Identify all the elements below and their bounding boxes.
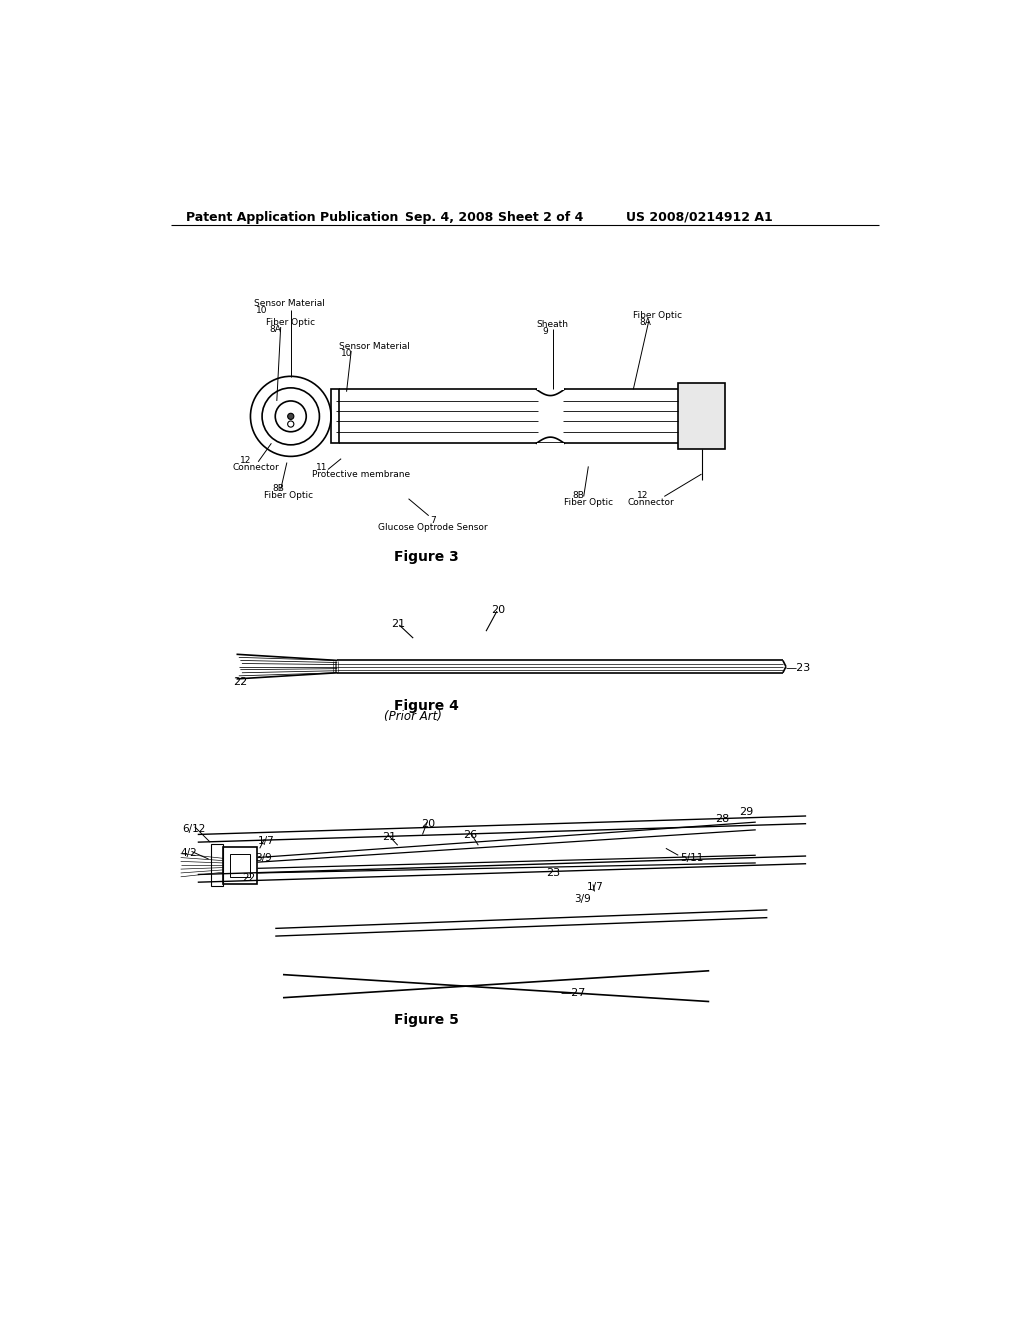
Text: 3/9: 3/9 bbox=[255, 853, 271, 863]
Text: Figure 3: Figure 3 bbox=[394, 549, 459, 564]
Text: —27: —27 bbox=[560, 989, 586, 998]
Bar bbox=[678, 383, 725, 449]
Bar bbox=[230, 854, 251, 876]
Text: 22: 22 bbox=[243, 873, 256, 883]
Bar bbox=[331, 389, 339, 444]
Text: Glucose Optrode Sensor: Glucose Optrode Sensor bbox=[378, 524, 488, 532]
Bar bbox=[538, 383, 563, 391]
Text: 8B: 8B bbox=[572, 491, 585, 500]
Text: Sheath: Sheath bbox=[537, 321, 568, 329]
Text: US 2008/0214912 A1: US 2008/0214912 A1 bbox=[626, 211, 772, 224]
Text: 7: 7 bbox=[430, 516, 436, 525]
Text: Patent Application Publication: Patent Application Publication bbox=[186, 211, 398, 224]
Text: 8B: 8B bbox=[272, 484, 284, 494]
Text: 1/7: 1/7 bbox=[258, 836, 275, 846]
Text: 20: 20 bbox=[490, 605, 505, 615]
Text: 9: 9 bbox=[543, 327, 549, 337]
Text: 5/11: 5/11 bbox=[680, 853, 703, 863]
Text: 21: 21 bbox=[382, 832, 396, 842]
Text: Figure 5: Figure 5 bbox=[394, 1014, 459, 1027]
Text: 3/9: 3/9 bbox=[574, 894, 591, 904]
Text: —23: —23 bbox=[785, 663, 810, 673]
Text: 6/12: 6/12 bbox=[182, 824, 206, 834]
Text: 22: 22 bbox=[232, 677, 247, 688]
Text: 1/7: 1/7 bbox=[587, 882, 603, 892]
Text: 12: 12 bbox=[240, 457, 251, 466]
Text: Protective membrane: Protective membrane bbox=[311, 470, 410, 479]
Bar bbox=[538, 444, 563, 451]
Circle shape bbox=[288, 413, 294, 420]
Text: 26: 26 bbox=[463, 830, 477, 840]
Text: 4/2: 4/2 bbox=[180, 849, 198, 858]
Text: Sensor Material: Sensor Material bbox=[339, 342, 410, 351]
Text: Sep. 4, 2008: Sep. 4, 2008 bbox=[406, 211, 494, 224]
Text: (Prior Art): (Prior Art) bbox=[384, 710, 442, 723]
Text: Fiber Optic: Fiber Optic bbox=[633, 312, 682, 319]
Text: 23: 23 bbox=[547, 869, 560, 878]
Text: 8A: 8A bbox=[640, 318, 651, 327]
Bar bbox=[211, 843, 223, 886]
Text: 20: 20 bbox=[421, 818, 435, 829]
Text: Sensor Material: Sensor Material bbox=[254, 300, 325, 309]
Text: 28: 28 bbox=[716, 814, 730, 825]
Text: 29: 29 bbox=[738, 807, 753, 817]
Text: Fiber Optic: Fiber Optic bbox=[266, 318, 315, 327]
Text: 10: 10 bbox=[256, 306, 267, 315]
Text: 10: 10 bbox=[341, 348, 352, 358]
Text: 12: 12 bbox=[637, 491, 648, 500]
Text: Figure 4: Figure 4 bbox=[394, 700, 459, 713]
Text: 11: 11 bbox=[315, 463, 327, 473]
Text: Connector: Connector bbox=[232, 463, 280, 473]
Text: 21: 21 bbox=[391, 619, 406, 628]
Text: 8A: 8A bbox=[269, 325, 281, 334]
Text: Sheet 2 of 4: Sheet 2 of 4 bbox=[499, 211, 584, 224]
Text: Connector: Connector bbox=[628, 498, 675, 507]
Text: Fiber Optic: Fiber Optic bbox=[264, 491, 313, 500]
Bar bbox=[223, 847, 257, 884]
Text: Fiber Optic: Fiber Optic bbox=[563, 498, 612, 507]
